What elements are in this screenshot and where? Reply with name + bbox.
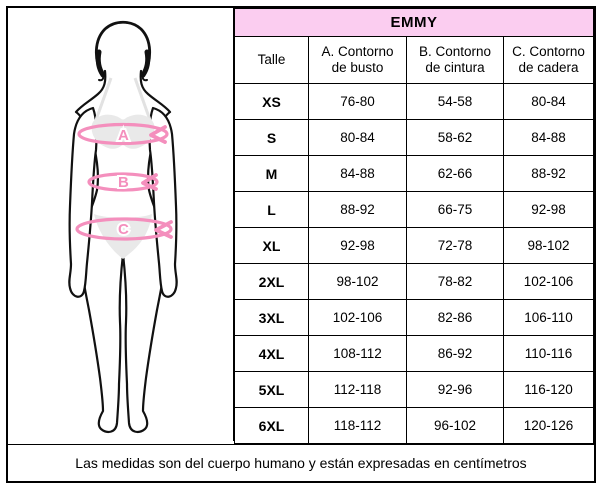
figure-hair-right-tip (141, 74, 148, 82)
figure-hair-left-side (95, 49, 106, 78)
waist-range-cell: 72-78 (406, 227, 504, 264)
waist-range-cell: 78-82 (406, 263, 504, 300)
table-row: 5XL 112-118 92-96 116-120 (234, 371, 594, 408)
female-silhouette-drawing: A B C (68, 20, 178, 434)
figure-bra-strap-left (94, 77, 113, 121)
size-table: EMMY Talle A. Contorno de busto B. Contor… (234, 8, 594, 444)
size-cell: XS (234, 83, 309, 120)
figure-hair-right-side (140, 49, 151, 78)
figure-bra-strap-right (133, 77, 152, 121)
waist-range-cell: 54-58 (406, 83, 504, 120)
bust-range-cell: 76-80 (308, 83, 407, 120)
table-row: XS 76-80 54-58 80-84 (234, 83, 594, 120)
table-row: XL 92-98 72-78 98-102 (234, 227, 594, 264)
bust-range-cell: 88-92 (308, 191, 407, 228)
table-row: 2XL 98-102 78-82 102-106 (234, 263, 594, 300)
bust-measure-arrow (77, 122, 169, 146)
size-cell: 3XL (234, 299, 309, 336)
bust-range-cell: 102-106 (308, 299, 407, 336)
hip-range-cell: 102-106 (503, 263, 594, 300)
sheet-top-section: A B C EMMY Talle A. Contorno de busto B. … (8, 8, 594, 444)
waist-arrow-head-icon (141, 173, 158, 191)
size-cell: M (234, 155, 309, 192)
waist-range-cell: 96-102 (406, 407, 504, 444)
bust-range-cell: 108-112 (308, 335, 407, 372)
hip-arrow-head-icon (154, 220, 173, 239)
figure-hair (94, 20, 152, 76)
col-header-waist: B. Contorno de cintura (406, 36, 504, 84)
col-header-bust: A. Contorno de busto (308, 36, 407, 84)
bust-arrow-head-icon (149, 125, 167, 144)
hip-range-cell: 110-116 (503, 335, 594, 372)
size-cell: 2XL (234, 263, 309, 300)
size-guide-sheet: A B C EMMY Talle A. Contorno de busto B. … (6, 6, 596, 483)
hip-range-cell: 120-126 (503, 407, 594, 444)
size-cell: 5XL (234, 371, 309, 408)
size-cell: L (234, 191, 309, 228)
table-row: L 88-92 66-75 92-98 (234, 191, 594, 228)
waist-range-cell: 86-92 (406, 335, 504, 372)
table-row: 4XL 108-112 86-92 110-116 (234, 335, 594, 372)
hip-range-cell: 84-88 (503, 119, 594, 156)
waist-range-cell: 62-66 (406, 155, 504, 192)
col-header-bust-line2: de busto (331, 60, 384, 75)
table-row: 3XL 102-106 82-86 106-110 (234, 299, 594, 336)
hip-measure-arrow (75, 217, 173, 241)
column-header-row: Talle A. Contorno de busto B. Contorno de … (234, 36, 594, 84)
hip-range-cell: 116-120 (503, 371, 594, 408)
bust-range-cell: 112-118 (308, 371, 407, 408)
size-cell: XL (234, 227, 309, 264)
bust-range-cell: 118-112 (308, 407, 407, 444)
bust-range-cell: 84-88 (308, 155, 407, 192)
hip-range-cell: 98-102 (503, 227, 594, 264)
waist-range-cell: 92-96 (406, 371, 504, 408)
hip-range-cell: 106-110 (503, 299, 594, 336)
col-header-hip-line1: C. Contorno (512, 44, 585, 60)
size-cell: 4XL (234, 335, 309, 372)
waist-range-cell: 82-86 (406, 299, 504, 336)
waist-label: B (118, 174, 129, 191)
table-row: 6XL 118-112 96-102 120-126 (234, 407, 594, 444)
hip-range-cell: 88-92 (503, 155, 594, 192)
bust-label: A (118, 127, 129, 144)
table-row: S 80-84 58-62 84-88 (234, 119, 594, 156)
bust-range-cell: 98-102 (308, 263, 407, 300)
hip-label: C (118, 221, 129, 238)
col-header-waist-line1: B. Contorno (418, 44, 492, 60)
figure-bra (91, 114, 155, 149)
col-header-hip: C. Contorno de cadera (503, 36, 594, 84)
size-cell: 6XL (234, 407, 309, 444)
brand-header-row: EMMY (234, 8, 594, 37)
hip-range-cell: 92-98 (503, 191, 594, 228)
waist-range-cell: 58-62 (406, 119, 504, 156)
footnote: Las medidas son del cuerpo humano y está… (8, 444, 594, 481)
waist-measure-arrow (87, 172, 159, 192)
col-header-hip-line2: de cadera (518, 60, 579, 75)
size-table-body: XS 76-80 54-58 80-84 S 80-84 58-62 84-88… (234, 83, 594, 444)
brand-title: EMMY (234, 8, 594, 37)
figure-left-arm (68, 106, 98, 298)
body-measurement-figure: A B C (8, 8, 234, 441)
bust-range-cell: 92-98 (308, 227, 407, 264)
size-cell: S (234, 119, 309, 156)
waist-range-cell: 66-75 (406, 191, 504, 228)
table-row: M 84-88 62-66 88-92 (234, 155, 594, 192)
col-header-size: Talle (234, 36, 309, 84)
col-header-waist-line2: de cintura (425, 60, 485, 75)
figure-panties (94, 214, 152, 259)
bust-range-cell: 80-84 (308, 119, 407, 156)
col-header-bust-line1: A. Contorno (321, 44, 394, 60)
figure-hair-left-tip (98, 74, 105, 82)
hip-range-cell: 80-84 (503, 83, 594, 120)
